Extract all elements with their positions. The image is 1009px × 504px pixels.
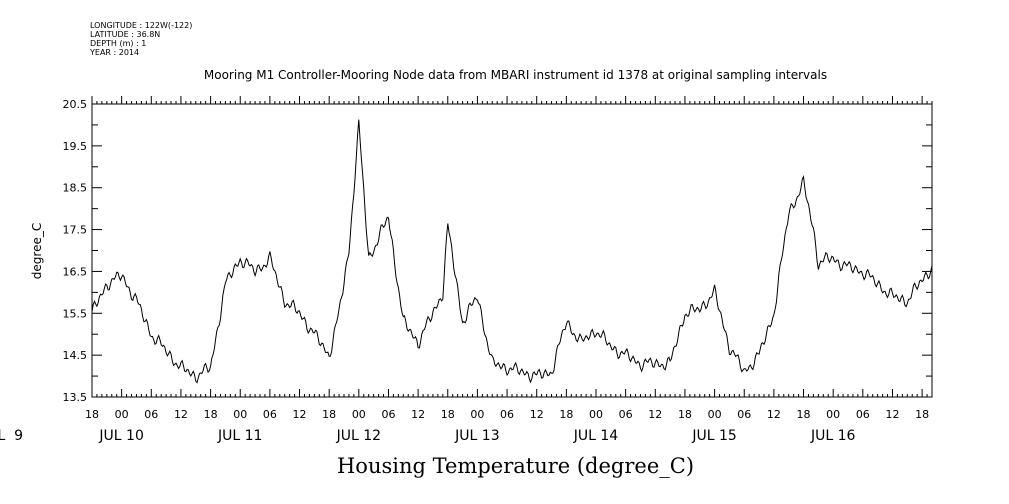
x-hour-label: 12 <box>530 408 544 421</box>
x-hour-label: 06 <box>856 408 870 421</box>
x-hour-label: 18 <box>85 408 99 421</box>
x-hour-label: 06 <box>737 408 751 421</box>
x-hour-label: 00 <box>589 408 603 421</box>
x-hour-label: 18 <box>322 408 336 421</box>
x-hour-label: 12 <box>411 408 425 421</box>
series-line <box>91 119 933 384</box>
x-hour-label: 00 <box>708 408 722 421</box>
x-hour-label: 06 <box>263 408 277 421</box>
x-hour-label: 12 <box>293 408 307 421</box>
x-hour-label: 06 <box>381 408 395 421</box>
x-hour-label: 06 <box>144 408 158 421</box>
y-tick-labels: 13.5 14.5 15.5 16.5 17.5 18.5 19.5 20.5 <box>63 98 88 404</box>
x-hour-label: 00 <box>233 408 247 421</box>
x-hour-label: 06 <box>619 408 633 421</box>
x-day-label: JUL 10 <box>98 428 143 444</box>
y-axis-label: degree_C <box>30 223 44 279</box>
x-axis-label: Housing Temperature (degree_C) <box>336 454 695 478</box>
y-tick-label: 18.5 <box>63 182 88 195</box>
y-tick-label: 14.5 <box>63 349 88 362</box>
x-hour-label: 00 <box>470 408 484 421</box>
y-tick-label: 19.5 <box>63 140 88 153</box>
x-day-label: JUL 9 <box>0 428 23 444</box>
y-tick-label: 13.5 <box>63 391 88 404</box>
x-day-label: JUL 16 <box>810 428 856 444</box>
y-tick-label: 17.5 <box>63 224 88 237</box>
x-hour-label: 18 <box>797 408 811 421</box>
x-day-label: JUL 14 <box>573 428 619 444</box>
latitude-text: LATITUDE : 36.8N <box>90 30 161 39</box>
x-day-label: JUL 11 <box>217 428 262 444</box>
x-hour-label: 18 <box>915 408 929 421</box>
x-hour-label: 12 <box>885 408 899 421</box>
longitude-text: LONGITUDE : 122W(-122) <box>90 21 193 30</box>
x-hour-label: 18 <box>678 408 692 421</box>
x-day-label: JUL 12 <box>336 428 381 444</box>
x-hour-label: 18 <box>559 408 573 421</box>
y-tick-label: 20.5 <box>63 98 88 111</box>
chart-title: Mooring M1 Controller-Mooring Node data … <box>203 68 828 82</box>
year-text: YEAR : 2014 <box>90 48 140 57</box>
x-hour-label: 00 <box>352 408 366 421</box>
metadata-block: LONGITUDE : 122W(-122) LATITUDE : 36.8N … <box>90 21 192 57</box>
axis-ticks <box>91 96 933 398</box>
x-hour-label: 18 <box>204 408 218 421</box>
x-day-label: JUL 13 <box>454 428 499 444</box>
x-hour-label: 00 <box>115 408 129 421</box>
x-hour-label: 06 <box>500 408 514 421</box>
x-hour-label: 12 <box>648 408 662 421</box>
y-tick-label: 16.5 <box>63 265 88 278</box>
x-hour-label: 12 <box>767 408 781 421</box>
x-hour-label: 12 <box>174 408 188 421</box>
x-hour-label: 18 <box>441 408 455 421</box>
x-hour-label: 00 <box>826 408 840 421</box>
x-tick-labels: 18 00 06 12 18 00 06 12 18 00 06 12 18 00 06 12 18 00 06 12… <box>0 408 929 444</box>
y-tick-label: 15.5 <box>63 307 88 320</box>
x-day-label: JUL 15 <box>691 428 736 444</box>
plot-frame <box>91 103 933 398</box>
depth-text: DEPTH (m) : 1 <box>90 39 147 48</box>
